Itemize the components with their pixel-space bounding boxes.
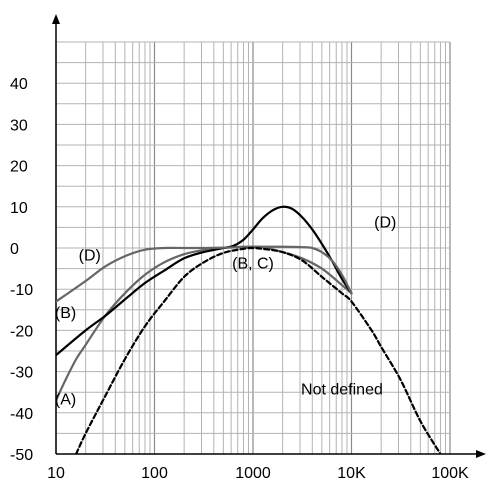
y-tick-label: 10 bbox=[10, 200, 28, 217]
y-tick-label: -40 bbox=[10, 406, 33, 423]
y-tick-label: 30 bbox=[10, 117, 28, 134]
annotation-label: (D) bbox=[374, 214, 396, 231]
series-line-c bbox=[56, 245, 353, 303]
y-tick-label: -10 bbox=[10, 282, 33, 299]
x-axis-arrow bbox=[476, 450, 486, 458]
y-tick-label: 0 bbox=[10, 241, 19, 258]
y-axis-arrow bbox=[52, 14, 60, 24]
x-tick-label: 10K bbox=[337, 465, 366, 482]
series-line-not-defined bbox=[75, 246, 442, 454]
annotation-label: (A) bbox=[55, 392, 76, 409]
x-tick-label: 100 bbox=[141, 465, 168, 482]
x-tick-label: 100K bbox=[431, 465, 469, 482]
series-group bbox=[56, 205, 442, 454]
series-line-b bbox=[56, 205, 353, 357]
x-tick-label: 1000 bbox=[235, 465, 271, 482]
y-tick-label: 20 bbox=[10, 159, 28, 176]
annotations: (D) (B) (A) (B, C) (D) Not defined bbox=[55, 214, 396, 408]
annotation-label: (B, C) bbox=[232, 256, 274, 273]
y-tick-label: -20 bbox=[10, 323, 33, 340]
x-tick-label: 10 bbox=[47, 465, 65, 482]
annotation-label: Not defined bbox=[301, 381, 383, 398]
y-tick-label: -30 bbox=[10, 365, 33, 382]
y-tick-label: 40 bbox=[10, 76, 28, 93]
annotation-label: (B) bbox=[55, 305, 76, 322]
annotation-label: (D) bbox=[79, 247, 101, 264]
tick-labels: -50 -40 -30 -20 -10 0 10 20 30 40 10 100 1000 10K 100K bbox=[10, 76, 469, 482]
series-line-a bbox=[56, 245, 353, 402]
y-tick-label: -50 bbox=[10, 447, 33, 464]
axes bbox=[52, 14, 486, 458]
